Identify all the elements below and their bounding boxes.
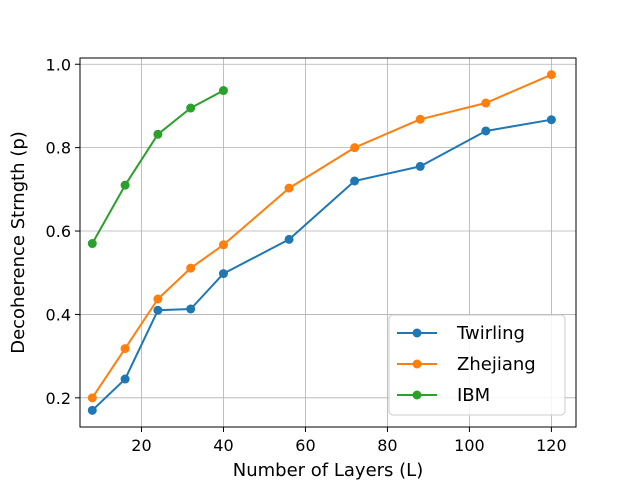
legend-marker (412, 390, 422, 400)
data-point (120, 344, 130, 354)
x-tick-label: 60 (295, 436, 315, 455)
x-tick-label: 20 (131, 436, 151, 455)
legend-item-zhejiang: Zhejiang (397, 354, 536, 375)
series-zhejiang (87, 70, 556, 403)
data-point (350, 143, 360, 153)
plot-frame (79, 57, 577, 428)
data-point (218, 269, 228, 279)
legend-marker (412, 359, 422, 369)
legend-label: Twirling (456, 323, 525, 344)
series-ibm (87, 86, 228, 249)
data-point (87, 393, 97, 403)
data-point (120, 180, 130, 190)
data-point (218, 86, 228, 96)
data-point (186, 304, 196, 314)
data-point (87, 239, 97, 249)
data-point (481, 98, 491, 108)
data-point (186, 263, 196, 273)
data-point (350, 176, 360, 186)
legend-box (388, 314, 566, 416)
data-point (415, 161, 425, 171)
x-tick-label: 120 (536, 436, 567, 455)
series-twirling (87, 115, 556, 415)
legend-item-twirling: Twirling (397, 323, 525, 344)
x-axis-label: Number of Layers (L) (233, 460, 423, 480)
y-tick-label: 0.8 (46, 139, 71, 158)
data-point (153, 305, 163, 315)
x-tick-label: 40 (213, 436, 233, 455)
data-point (186, 103, 196, 113)
y-tick-label: 1.0 (46, 55, 71, 74)
y-axis-label: Decoherence Strngth (p) (8, 131, 29, 354)
y-tick-label: 0.2 (46, 389, 71, 408)
data-point (153, 129, 163, 139)
data-point (218, 240, 228, 250)
y-tick-label: 0.6 (46, 222, 71, 241)
y-tick-label: 0.4 (46, 305, 71, 324)
legend-item-ibm: IBM (397, 385, 490, 406)
series-line (91, 73, 552, 399)
axis-ticks: 20 40 60 80 100 120 0.2 0.4 0.6 0.8 1.0 (46, 55, 567, 455)
legend-label: Zhejiang (457, 354, 536, 375)
data-point (415, 114, 425, 124)
legend-marker (412, 328, 422, 338)
legend-label: IBM (457, 385, 490, 406)
data-point (284, 183, 294, 193)
data-point (153, 294, 163, 304)
data-point (120, 374, 130, 384)
data-point (546, 115, 556, 125)
data-point (87, 405, 97, 415)
x-tick-label: 80 (377, 436, 397, 455)
data-point (481, 126, 491, 136)
series-layer (87, 70, 556, 415)
data-point (546, 70, 556, 80)
series-line (91, 118, 552, 412)
legend: Twirling Zhejiang IBM (388, 314, 566, 416)
x-tick-label: 100 (454, 436, 485, 455)
data-point (284, 234, 294, 244)
